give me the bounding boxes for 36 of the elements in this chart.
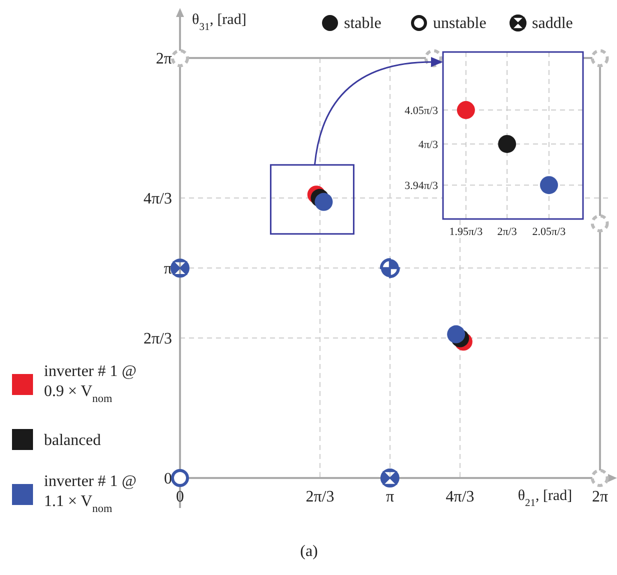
point — [590, 49, 609, 68]
point — [314, 192, 333, 211]
point — [171, 469, 189, 487]
x-tick-label: 2π/3 — [306, 488, 334, 506]
legend-label: inverter # 1 @ 0.9 × V$_{nom}$ — [44, 363, 136, 405]
y-tick-label: 4π/3 — [418, 138, 438, 151]
point — [498, 134, 516, 153]
y-tick-label: 2π — [156, 50, 172, 68]
text: unstable — [433, 15, 486, 32]
point — [380, 258, 400, 278]
y-tick-label: 2π/3 — [143, 330, 172, 348]
legend-label: inverter # 1 @ 1.1 × V$_{nom}$ — [44, 473, 136, 515]
x-tick-label: 2π/3 — [497, 226, 518, 238]
point — [171, 49, 189, 68]
text: saddle — [532, 15, 573, 32]
y-tick-label: 4π/3 — [143, 190, 172, 208]
point — [447, 325, 466, 344]
point — [590, 469, 609, 487]
y-tick-label: 0 — [164, 470, 172, 488]
x-axis-title: θ$_{21}$, [rad] — [518, 488, 572, 508]
x-tick-label: 4π/3 — [446, 488, 474, 506]
x-tick-label: 2π — [592, 488, 608, 506]
x-tick-label: π — [386, 488, 394, 506]
x-tick-label: 1.95π/3 — [449, 226, 484, 238]
x-tick-label: 2.05π/3 — [532, 226, 566, 238]
text: stable — [344, 15, 382, 32]
y-tick-label: π — [164, 260, 172, 278]
y-axis-title: θ$_{31}$, [rad] — [192, 12, 246, 32]
text: (a) — [300, 543, 318, 560]
x-tick-label: 0 — [176, 488, 184, 506]
point — [590, 214, 609, 232]
y-tick-label: 3.94π/3 — [404, 180, 438, 192]
point — [540, 176, 558, 194]
legend-label: balanced — [44, 432, 101, 449]
y-tick-label: 4.05π/3 — [404, 104, 438, 117]
point — [456, 101, 475, 120]
